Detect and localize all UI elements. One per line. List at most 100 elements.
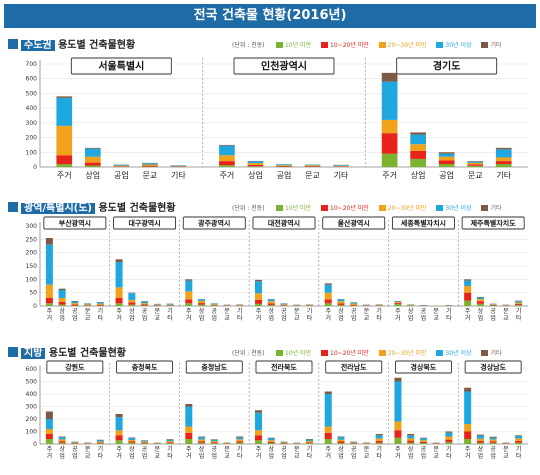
bar-segment	[113, 164, 130, 166]
group-label-box	[325, 360, 383, 374]
bar-segment	[489, 441, 497, 443]
x-tick-label: 업	[199, 452, 205, 460]
y-tick-label: 700	[26, 61, 38, 68]
bar-segment	[476, 296, 484, 298]
x-tick-label: 상	[129, 445, 135, 453]
bar-segment	[71, 441, 79, 443]
bar-segment	[185, 406, 193, 427]
x-tick-label: 타	[446, 314, 452, 322]
y-tick-label: 300	[26, 223, 38, 230]
group-label-box	[46, 360, 104, 374]
bar-segment	[58, 439, 66, 442]
bar-segment	[445, 436, 453, 440]
x-tick-label: 교	[433, 315, 439, 322]
bar-segment	[142, 165, 158, 167]
bar-segment	[464, 439, 472, 444]
bar-segment	[115, 430, 123, 436]
x-tick-label: 기	[516, 307, 522, 315]
section-header-metro: 광역/특별시(도) 용도별 건축물현황	[8, 199, 176, 214]
bar-segment	[96, 440, 104, 442]
bar-segment	[185, 280, 193, 292]
bar-segment	[381, 153, 398, 167]
bar-segment	[166, 305, 174, 306]
x-tick-label: 문	[155, 308, 161, 315]
bar-segment	[255, 430, 263, 436]
x-tick-label: 업	[281, 314, 287, 322]
bar-segment	[142, 163, 158, 165]
x-tick-label: 기	[167, 445, 173, 453]
bar-segment	[267, 440, 275, 442]
x-tick-label: 문	[224, 308, 230, 315]
legend-item: 20~30년 미만	[378, 348, 426, 357]
x-tick-label: 업	[490, 314, 496, 322]
x-tick-label: 공	[281, 446, 287, 453]
bar-segment	[255, 279, 263, 282]
x-tick-label: 거	[325, 452, 331, 460]
x-tick-label: 업	[421, 314, 427, 322]
y-tick-label: 600	[26, 76, 38, 83]
bar-segment	[394, 381, 402, 422]
bar-segment	[58, 302, 66, 305]
legend-item: 30년 이상	[436, 203, 472, 212]
bar-segment	[489, 442, 497, 444]
bar-segment	[445, 431, 453, 433]
x-tick-label: 업	[142, 452, 148, 460]
bar-segment	[58, 288, 66, 290]
bar-segment	[267, 441, 275, 443]
bar-segment	[84, 165, 101, 167]
bar-segment	[58, 441, 66, 443]
bar-segment	[467, 164, 484, 166]
bar-segment	[464, 300, 472, 306]
bar-segment	[394, 303, 402, 306]
bar-segment	[185, 439, 193, 444]
bar-segment	[495, 149, 512, 158]
unit-label: (단위 : 천동)	[232, 42, 265, 49]
x-tick-label: 교	[294, 453, 300, 460]
bar-segment	[141, 304, 149, 306]
bar-segment	[464, 387, 472, 392]
bar-segment	[141, 442, 149, 444]
bar-segment	[255, 435, 263, 441]
bar-segment	[445, 442, 453, 444]
bar-segment	[476, 434, 484, 436]
group-label-box	[252, 216, 316, 230]
x-tick-label: 공	[212, 308, 218, 315]
y-tick-label: 300	[26, 120, 38, 127]
group-label-box	[43, 216, 107, 230]
bar-segment	[280, 442, 288, 444]
legend-item: 30년 이상	[436, 348, 472, 357]
x-tick-label: 문	[294, 308, 300, 315]
bar-segment	[464, 431, 472, 439]
group-label: 대전광역시	[268, 219, 300, 228]
bar-segment	[128, 299, 136, 303]
bar-segment	[236, 437, 244, 440]
bar-segment	[45, 429, 53, 434]
bar-segment	[71, 305, 79, 306]
group-label: 인천광역시	[261, 60, 307, 73]
bar-segment	[407, 440, 415, 443]
group-label-box	[116, 360, 174, 374]
bar-segment	[84, 156, 101, 163]
bar-segment	[280, 303, 288, 305]
bar-segment	[280, 304, 288, 306]
bar-segment	[438, 153, 455, 157]
bar-segment	[407, 305, 415, 306]
bar-segment	[276, 165, 292, 167]
bar-segment	[467, 162, 484, 165]
bar-segment	[419, 440, 427, 442]
x-tick-label: 문교	[305, 171, 320, 180]
bar-segment	[445, 432, 453, 437]
bar-segment	[476, 301, 484, 304]
x-tick-label: 거	[186, 452, 192, 460]
bar-segment	[58, 442, 66, 444]
bar-segment	[276, 165, 292, 166]
bar-segment	[515, 440, 523, 443]
bar-segment	[255, 410, 263, 413]
bar-segment	[166, 443, 174, 444]
x-tick-label: 업	[59, 452, 65, 460]
bar-segment	[350, 305, 358, 306]
group-label: 세종특별자치시	[401, 219, 446, 228]
x-tick-label: 공	[212, 446, 218, 453]
bar-segment	[419, 443, 427, 444]
